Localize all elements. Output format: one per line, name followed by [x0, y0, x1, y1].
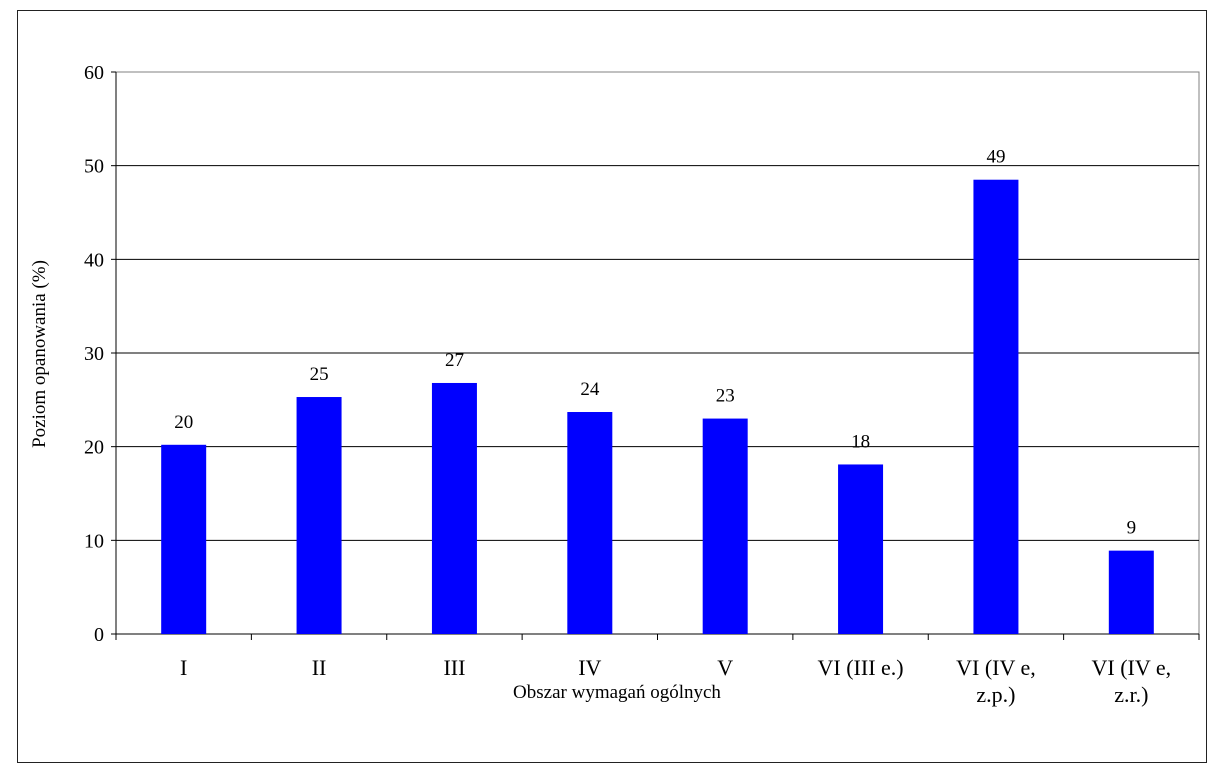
bar	[838, 464, 884, 634]
bar	[702, 418, 748, 634]
data-label: 9	[1127, 518, 1137, 539]
bar	[567, 412, 613, 634]
bar	[161, 444, 207, 634]
x-axis-ticks: I II III IV V VI (III e.) VI (IV e, z.p.)VI (IV…	[115, 634, 1200, 707]
data-label: 24	[580, 379, 600, 400]
x-tick-label: IV	[578, 655, 601, 680]
bar	[431, 382, 477, 634]
y-tick-label: 20	[84, 437, 104, 459]
data-label: 18	[851, 431, 870, 452]
data-label: 25	[310, 364, 329, 385]
y-tick-label: 40	[84, 249, 104, 271]
bar	[973, 179, 1019, 634]
y-axis-ticks: 0 10 20 30 40 50 60	[84, 62, 116, 646]
x-tick-label: V	[717, 655, 733, 680]
bar	[1108, 550, 1154, 634]
x-axis-title: Obszar wymagań ogólnych	[513, 682, 721, 703]
bar	[296, 397, 342, 634]
x-tick-label: III	[443, 655, 465, 680]
x-tick-label: II	[312, 655, 327, 680]
bars	[161, 179, 1154, 634]
y-tick-label: 0	[94, 624, 104, 646]
y-tick-label: 10	[84, 530, 104, 552]
data-label: 23	[716, 386, 735, 407]
y-tick-label: 60	[84, 62, 104, 84]
y-tick-label: 30	[84, 343, 104, 365]
data-label: 49	[986, 147, 1005, 168]
x-tick-label: VI (IV e, z.p.)	[956, 655, 1036, 707]
data-label: 27	[445, 350, 464, 371]
y-axis-title: Poziom opanowania (%)	[29, 260, 50, 448]
gridlines	[115, 71, 1200, 635]
x-tick-label: I	[180, 655, 187, 680]
x-tick-label: VI (IV e, z.r.)	[1092, 655, 1172, 707]
data-label: 20	[174, 412, 193, 433]
x-tick-label: VI (III e.)	[818, 655, 904, 680]
data-labels: 20 25 27 24 23 18 49 9	[174, 147, 1136, 539]
y-tick-label: 50	[84, 156, 104, 178]
